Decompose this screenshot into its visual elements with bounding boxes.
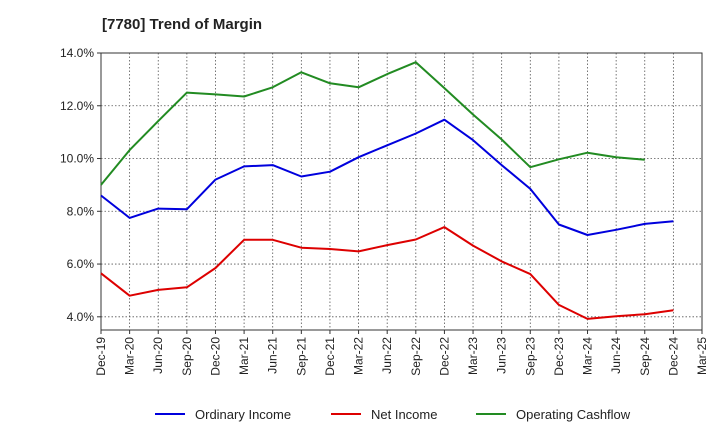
x-tick-label: Dec-19 [94,337,108,376]
series-line-operating-cashflow [100,61,645,186]
x-tick-label: Mar-21 [237,337,251,375]
x-tick-label: Jun-21 [266,337,280,374]
x-tick-label: Sep-21 [294,337,308,376]
y-axis: 4.0% 6.0% 8.0% 10.0% 12.0% 14.0% [60,46,101,324]
x-tick-label: Jun-23 [495,337,509,374]
x-tick-label: Mar-25 [695,337,709,375]
y-tick-label: 4.0% [67,310,95,324]
gridlines [100,52,703,330]
x-tick-label: Jun-20 [151,337,165,374]
x-tick-label: Mar-22 [352,337,366,375]
plot-frame [100,52,703,331]
series-line-ordinary-income [100,118,674,236]
legend-label-net-income: Net Income [371,407,437,422]
x-tick-label: Jun-22 [380,337,394,374]
x-tick-label: Mar-24 [581,337,595,375]
x-tick-label: Sep-22 [409,337,423,376]
chart-title: [7780] Trend of Margin [102,16,263,33]
y-tick-label: 8.0% [67,204,95,218]
x-tick-label: Dec-24 [666,337,680,376]
x-tick-label: Sep-23 [523,337,537,376]
x-tick-label: Jun-24 [609,337,623,374]
y-tick-label: 12.0% [60,99,94,113]
series-group [100,61,674,320]
x-tick-label: Dec-22 [437,337,451,376]
y-tick-label: 6.0% [67,257,95,271]
x-tick-label: Sep-24 [638,337,652,376]
legend-label-operating-cashflow: Operating Cashflow [516,407,631,422]
y-tick-label: 14.0% [60,46,94,60]
x-tick-label: Dec-23 [552,337,566,376]
x-tick-label: Mar-20 [123,337,137,375]
legend: Ordinary Income Net Income Operating Cashf… [155,407,631,422]
y-tick-label: 10.0% [60,152,94,166]
x-tick-label: Sep-20 [180,337,194,376]
x-tick-label: Mar-23 [466,337,480,375]
legend-label-ordinary-income: Ordinary Income [195,407,291,422]
x-tick-label: Dec-20 [208,337,222,376]
x-tick-label: Dec-21 [323,337,337,376]
x-axis: Dec-19 Mar-20 Jun-20 Sep-20 Dec-20 Mar-21 Jun-… [94,330,709,376]
series-line-net-income [100,226,674,320]
plot-area [101,53,702,330]
